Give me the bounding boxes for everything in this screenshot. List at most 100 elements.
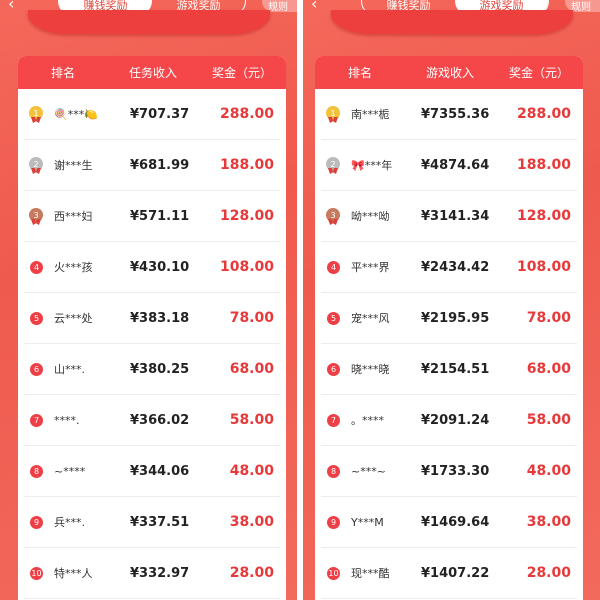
prize-value: 108.00 [219,259,274,275]
income-value: ¥681.99 [130,157,190,173]
table-row[interactable]: 10 特***人 ¥332.97 28.00 [24,548,280,599]
user-name: Y***M [351,515,384,529]
prize-value: 288.00 [516,106,571,122]
income-value: ¥2154.51 [421,361,490,377]
income-value: ¥2091.24 [421,412,490,428]
table-header: 排名 任务收入 奖金（元） [18,56,286,89]
income-value: ¥4874.64 [421,157,490,173]
rank-badge: 6 [327,362,340,376]
rank-badge: 8 [30,464,43,478]
table-row[interactable]: 7 ****. ¥366.02 58.00 [24,395,280,446]
rules-button[interactable]: 规则 [262,0,297,13]
user-name: ~***~ [351,464,386,478]
prize-value: 38.00 [526,514,571,530]
rank-badge: 5 [30,311,43,325]
income-value: ¥332.97 [130,565,190,581]
table-row[interactable]: 1 南***栀 ¥7355.36 288.00 [321,89,577,140]
ranking-table: 排名 任务收入 奖金（元） 1 🍭***🍋 ¥707.37 288.00 2 谢**… [18,56,286,600]
income-value: ¥7355.36 [421,106,490,122]
user-name: 晓***晓 [351,363,390,376]
user-name: 火***孩 [54,261,93,274]
table-row[interactable]: 2 谢***生 ¥681.99 188.00 [24,140,280,191]
table-row[interactable]: 5 云***处 ¥383.18 78.00 [24,293,280,344]
medal-icon: 2 [326,157,340,171]
table-row[interactable]: 4 平***界 ¥2434.42 108.00 [321,242,577,293]
ranking-table: 排名 游戏收入 奖金（元） 1 南***栀 ¥7355.36 288.00 2 🎀*… [315,56,583,600]
table-row[interactable]: 8 ~***~ ¥1733.30 48.00 [321,446,577,497]
user-name: ~**** [54,464,86,478]
prize-value: 28.00 [526,565,571,581]
medal-icon: 1 [326,106,340,120]
table-row[interactable]: 2 🎀***年 ¥4874.64 188.00 [321,140,577,191]
tab-game-rewards[interactable]: 游戏奖励 [176,0,221,12]
user-name: 特***人 [54,567,93,580]
table-row[interactable]: 6 山***. ¥380.25 68.00 [24,344,280,395]
prize-value: 68.00 [229,361,274,377]
table-row[interactable]: 9 兵***. ¥337.51 38.00 [24,497,280,548]
prize-value: 48.00 [526,463,571,479]
table-row[interactable]: 5 宠***风 ¥2195.95 78.00 [321,293,577,344]
prize-value: 188.00 [516,157,571,173]
decorative-banner [331,10,573,34]
user-name: 西***妇 [54,210,93,223]
header-rank: 排名 [50,66,75,80]
prize-value: 188.00 [219,157,274,173]
leaderboard-panel-earnings: ‹ 赚钱奖励 游戏奖励 规则 排名 任务收入 奖金（元） 1 🍭***🍋 ¥707.3… [0,0,297,600]
table-row[interactable]: 4 火***孩 ¥430.10 108.00 [24,242,280,293]
prize-value: 128.00 [219,208,274,224]
table-row[interactable]: 8 ~**** ¥344.06 48.00 [24,446,280,497]
user-name: 宠***风 [351,312,390,325]
user-name: 平***界 [351,261,390,274]
table-row[interactable]: 10 现***酷 ¥1407.22 28.00 [321,548,577,599]
back-icon[interactable]: ‹ [311,0,318,13]
user-name: 🍭***🍋 [54,107,98,121]
income-value: ¥3141.34 [421,208,490,224]
income-value: ¥380.25 [130,361,190,377]
table-row[interactable]: 1 🍭***🍋 ¥707.37 288.00 [24,89,280,140]
table-row[interactable]: 7 。**** ¥2091.24 58.00 [321,395,577,446]
header-income: 任务收入 [128,66,177,80]
rank-badge: 9 [30,515,43,529]
user-name: 呦***呦 [351,210,390,223]
back-icon[interactable]: ‹ [8,0,15,13]
income-value: ¥571.11 [130,208,190,224]
rank-badge: 5 [327,311,340,325]
rank-badge: 9 [327,515,340,529]
prize-value: 78.00 [526,310,571,326]
prize-value: 68.00 [526,361,571,377]
rank-badge: 7 [327,413,340,427]
prize-value: 108.00 [516,259,571,275]
income-value: ¥337.51 [130,514,190,530]
medal-icon: 1 [29,106,43,120]
table-row[interactable]: 3 西***妇 ¥571.11 128.00 [24,191,280,242]
income-value: ¥1733.30 [421,463,490,479]
rules-button[interactable]: 规则 [565,0,600,13]
user-name: 谢***生 [54,159,93,172]
prize-value: 28.00 [229,565,274,581]
income-value: ¥707.37 [130,106,190,122]
user-name: 南***栀 [351,108,390,121]
tab-earn-rewards[interactable]: 赚钱奖励 [386,0,431,12]
header-prize: 奖金（元） [211,66,272,80]
prize-value: 288.00 [219,106,274,122]
rank-badge: 8 [327,464,340,478]
rank-badge: 4 [327,260,340,274]
user-name: ****. [54,413,80,427]
table-row[interactable]: 3 呦***呦 ¥3141.34 128.00 [321,191,577,242]
rank-badge: 6 [30,362,43,376]
table-row[interactable]: 6 晓***晓 ¥2154.51 68.00 [321,344,577,395]
medal-icon: 3 [29,208,43,222]
income-value: ¥1469.64 [421,514,490,530]
rank-badge: 10 [327,566,340,580]
income-value: ¥430.10 [130,259,190,275]
table-row[interactable]: 9 Y***M ¥1469.64 38.00 [321,497,577,548]
header-income: 游戏收入 [425,66,474,80]
income-value: ¥2434.42 [421,259,490,275]
income-value: ¥366.02 [130,412,190,428]
prize-value: 58.00 [229,412,274,428]
header-rank: 排名 [347,66,372,80]
rank-badge: 4 [30,260,43,274]
leaderboard-panel-games: ‹ 赚钱奖励 游戏奖励 规则 排名 游戏收入 奖金（元） 1 南***栀 ¥7355.… [303,0,600,600]
medal-icon: 2 [29,157,43,171]
prize-value: 128.00 [516,208,571,224]
